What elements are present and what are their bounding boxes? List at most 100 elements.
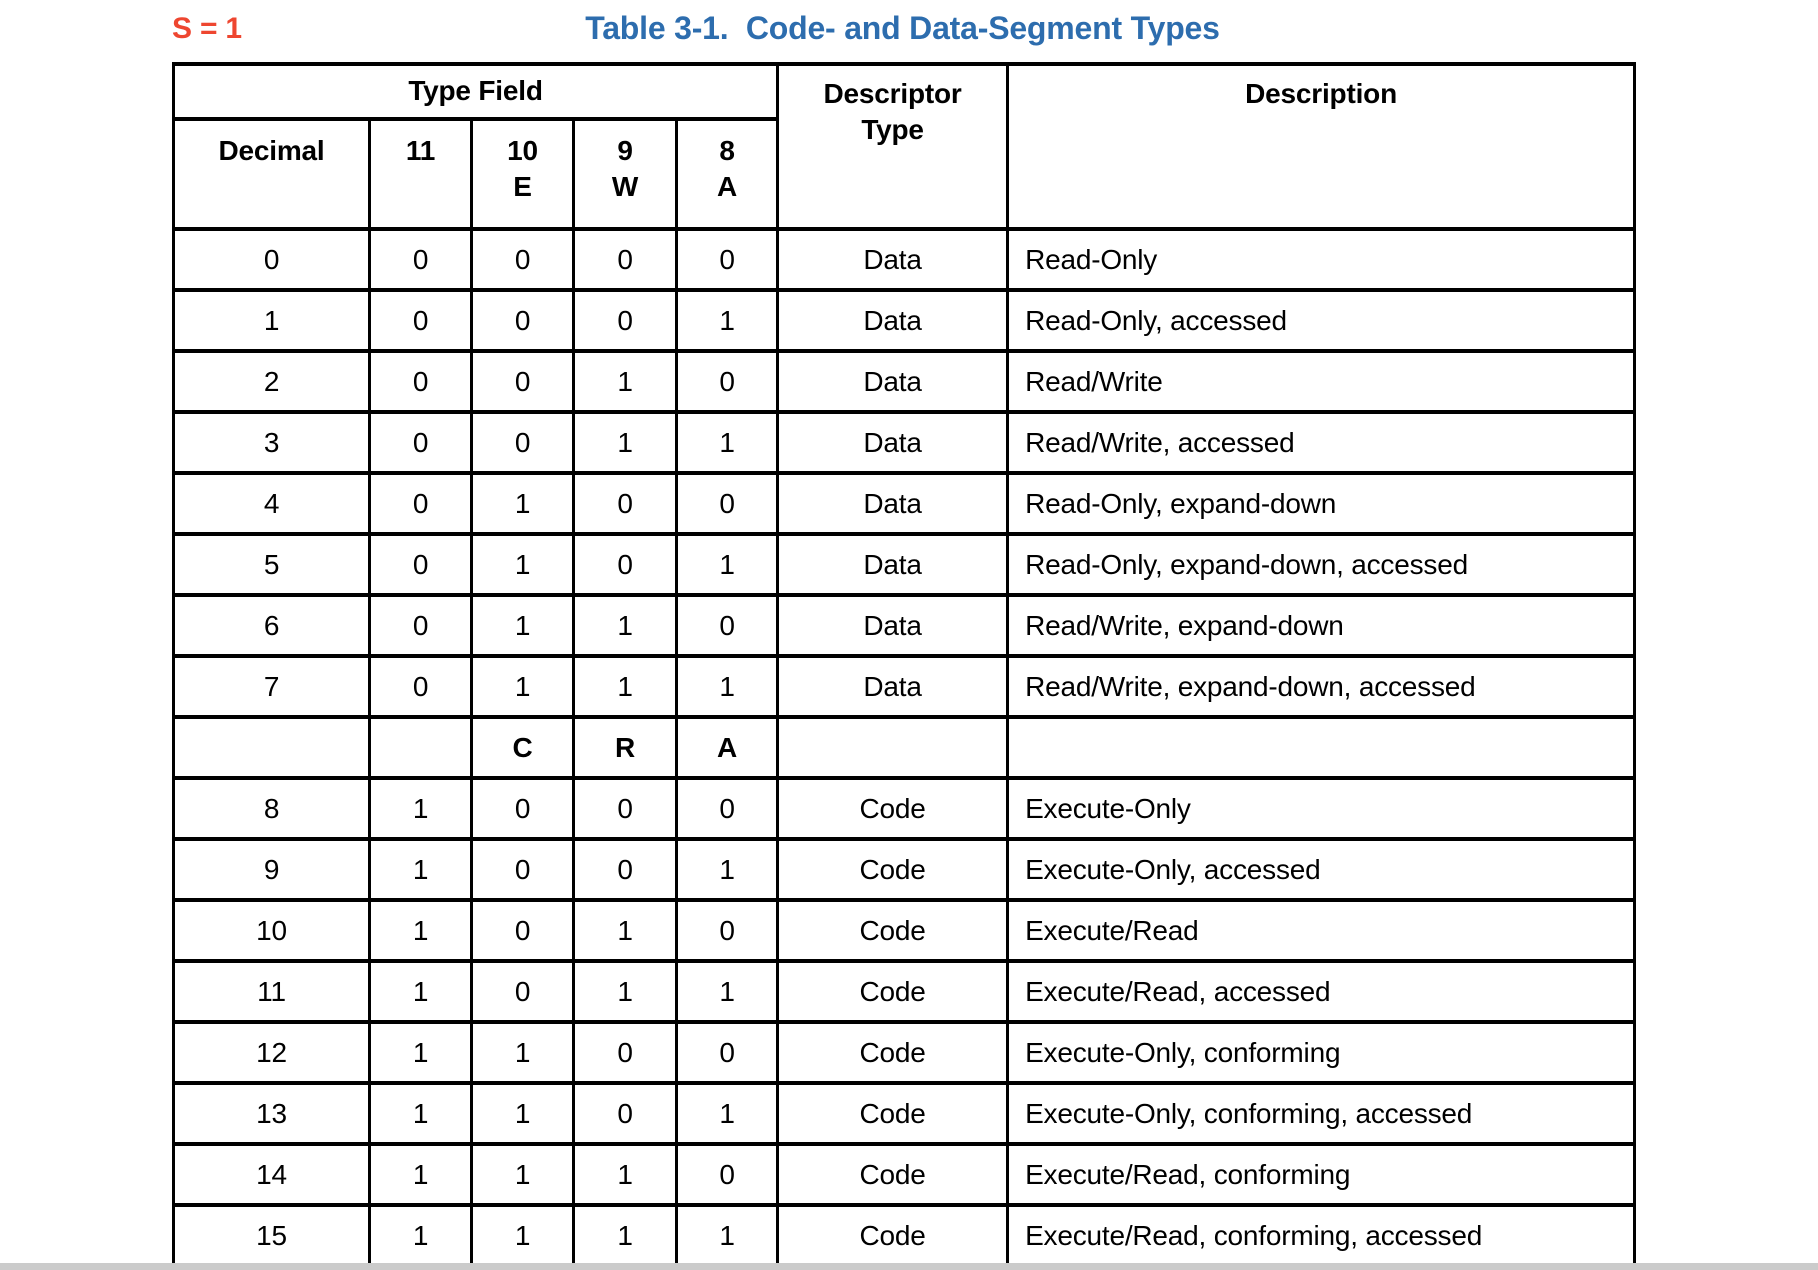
descriptor-type-cell: Code: [776, 1142, 1010, 1207]
description-cell: Read-Only: [1006, 227, 1637, 292]
description-cell: Read/Write, accessed: [1006, 410, 1637, 475]
code-data-segment-types-table: Type Field Descriptor Type Description D…: [171, 62, 1637, 1268]
bit11-cell: 0: [368, 227, 473, 292]
decimal-cell: 13: [172, 1081, 371, 1146]
bit9-cell: 0: [572, 776, 678, 841]
descriptor-type-cell: Data: [776, 593, 1010, 658]
descriptor-type-cell: Data: [776, 349, 1010, 414]
descriptor-type-cell: Data: [776, 532, 1010, 597]
descriptor-type-cell: Code: [776, 1203, 1010, 1268]
decimal-cell: 14: [172, 1142, 371, 1207]
bit11-cell: 0: [368, 471, 473, 536]
bit11-column-header: 11: [368, 117, 473, 231]
bit8-cell: 0: [674, 898, 780, 963]
description-cell: Read/Write, expand-down: [1006, 593, 1637, 658]
bit11-cell: [368, 715, 473, 780]
bit9-cell: 1: [572, 959, 678, 1024]
descriptor-type-cell: Code: [776, 1081, 1010, 1146]
description-cell: Execute-Only: [1006, 776, 1637, 841]
bit8-cell: A: [674, 715, 780, 780]
description-cell: Read-Only, accessed: [1006, 288, 1637, 353]
bit10-cell: 1: [470, 532, 575, 597]
bit8-a-column-header: 8 A: [674, 117, 780, 231]
bit11-cell: 1: [368, 898, 473, 963]
decimal-cell: 9: [172, 837, 371, 902]
bit10-cell: 1: [470, 654, 575, 719]
bit9-cell: 1: [572, 1203, 678, 1268]
bit8-cell: 1: [674, 1081, 780, 1146]
descriptor-type-cell: Data: [776, 471, 1010, 536]
bit10-cell: 1: [470, 1142, 575, 1207]
description-cell: Execute/Read: [1006, 898, 1637, 963]
bit10-cell: 0: [470, 410, 575, 475]
bit10-cell: C: [470, 715, 575, 780]
descriptor-type-cell: Data: [776, 288, 1010, 353]
table-row: 11 1 0 1 1 Code Execute/Read, accessed: [172, 959, 1637, 1024]
table-row: 15 1 1 1 1 Code Execute/Read, conforming…: [172, 1203, 1637, 1268]
descriptor-type-cell: Data: [776, 227, 1010, 292]
bit8-cell: 0: [674, 349, 780, 414]
bit9-cell: 1: [572, 410, 678, 475]
table-row: 2 0 0 1 0 Data Read/Write: [172, 349, 1637, 414]
descriptor-type-cell: Data: [776, 654, 1010, 719]
bit9-cell: 0: [572, 1020, 678, 1085]
bit9-cell: 0: [572, 471, 678, 536]
description-cell: [1006, 715, 1637, 780]
bit8-cell: 1: [674, 288, 780, 353]
bit8-cell: 1: [674, 837, 780, 902]
descriptor-type-cell: Code: [776, 837, 1010, 902]
bit11-cell: 0: [368, 288, 473, 353]
descriptor-type-cell: Data: [776, 410, 1010, 475]
descriptor-type-cell: Code: [776, 959, 1010, 1024]
bit11-cell: 0: [368, 410, 473, 475]
descriptor-type-cell: Code: [776, 898, 1010, 963]
description-cell: Read-Only, expand-down, accessed: [1006, 532, 1637, 597]
table-row: 8 1 0 0 0 Code Execute-Only: [172, 776, 1637, 841]
bit9-cell: R: [572, 715, 678, 780]
bit8-cell: 0: [674, 227, 780, 292]
description-cell: Execute/Read, conforming, accessed: [1006, 1203, 1637, 1268]
decimal-cell: 5: [172, 532, 371, 597]
bit11-cell: 1: [368, 1081, 473, 1146]
descriptor-type-cell: Code: [776, 1020, 1010, 1085]
description-cell: Execute-Only, conforming, accessed: [1006, 1081, 1637, 1146]
description-cell: Execute-Only, accessed: [1006, 837, 1637, 902]
table-row: 14 1 1 1 0 Code Execute/Read, conforming: [172, 1142, 1637, 1207]
bit11-cell: 1: [368, 1203, 473, 1268]
decimal-cell: 3: [172, 410, 371, 475]
decimal-cell: 15: [172, 1203, 371, 1268]
bit9-cell: 1: [572, 898, 678, 963]
bit11-cell: 1: [368, 1020, 473, 1085]
bit8-cell: 1: [674, 532, 780, 597]
description-cell: Execute/Read, conforming: [1006, 1142, 1637, 1207]
bit11-cell: 0: [368, 654, 473, 719]
bit8-cell: 0: [674, 471, 780, 536]
bit10-cell: 1: [470, 1020, 575, 1085]
decimal-cell: 12: [172, 1020, 371, 1085]
bit11-cell: 0: [368, 532, 473, 597]
type-field-header: Type Field: [171, 62, 780, 121]
table-row: 1 0 0 0 1 Data Read-Only, accessed: [172, 288, 1637, 353]
decimal-cell: 2: [172, 349, 371, 414]
bit10-cell: 0: [470, 837, 575, 902]
bit8-cell: 0: [674, 1020, 780, 1085]
bit9-cell: 1: [572, 1142, 678, 1207]
bit10-cell: 0: [470, 288, 575, 353]
description-cell: Read/Write, expand-down, accessed: [1006, 654, 1637, 719]
descriptor-type-cell: Code: [776, 776, 1010, 841]
bit8-cell: 0: [674, 593, 780, 658]
bit9-cell: 0: [572, 288, 678, 353]
table-row: 3 0 0 1 1 Data Read/Write, accessed: [172, 410, 1637, 475]
decimal-cell: 7: [172, 654, 371, 719]
bit9-cell: 0: [572, 532, 678, 597]
table-row: 0 0 0 0 0 Data Read-Only: [172, 227, 1637, 292]
bit9-w-column-header: 9 W: [572, 117, 678, 231]
bit11-cell: 1: [368, 776, 473, 841]
bit10-cell: 0: [470, 898, 575, 963]
decimal-cell: 4: [172, 471, 371, 536]
bit9-cell: 1: [572, 654, 678, 719]
decimal-cell: 11: [172, 959, 371, 1024]
bit8-cell: 1: [674, 959, 780, 1024]
bit11-cell: 1: [368, 959, 473, 1024]
table-title: Table 3-1. Code- and Data-Segment Types: [585, 10, 1220, 46]
